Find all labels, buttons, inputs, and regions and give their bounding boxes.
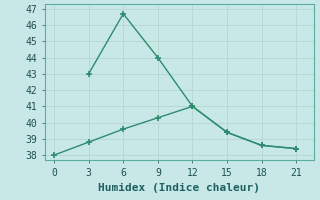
X-axis label: Humidex (Indice chaleur): Humidex (Indice chaleur): [98, 183, 260, 193]
